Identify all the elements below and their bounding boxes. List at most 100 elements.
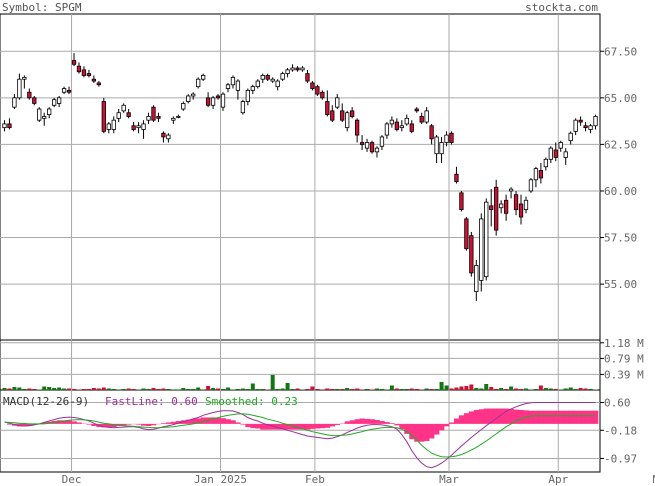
candle-body [86, 73, 92, 76]
candle-body [290, 67, 295, 71]
macd-histogram-bar [295, 423, 301, 430]
volume-bar [101, 387, 106, 390]
candle-body [583, 125, 588, 129]
macd-histogram-bar [458, 415, 465, 424]
macd-histogram-bar [235, 422, 241, 424]
candle-body [399, 125, 404, 129]
candle-body [325, 101, 330, 115]
candle [518, 194, 524, 225]
candle-body [225, 84, 231, 89]
candle-body [494, 186, 499, 231]
candle [315, 84, 320, 96]
volume-bar [499, 388, 504, 390]
macd-histogram-bar [493, 408, 499, 424]
macd-histogram-bar [444, 423, 450, 427]
candle-body [156, 116, 161, 119]
candle-body [578, 119, 583, 123]
volume-bar [81, 389, 86, 390]
volume-bar [196, 387, 201, 390]
candle [464, 217, 469, 251]
candle [61, 86, 67, 95]
volume-bars [2, 375, 598, 390]
candle-body [320, 91, 325, 99]
candle-body [101, 101, 106, 132]
candle-body [61, 88, 67, 93]
volume-bar [42, 386, 47, 390]
price-panel [0, 13, 601, 341]
volume-bar [360, 389, 365, 390]
candle [593, 114, 598, 130]
volume-bar [17, 387, 22, 390]
candle [240, 99, 246, 115]
month-label: Apr [548, 473, 568, 486]
macd-histogram-bar [468, 411, 475, 424]
candle [345, 110, 350, 132]
candle-body [479, 218, 484, 281]
candle [354, 118, 360, 143]
macd-histogram-bar [379, 421, 385, 424]
candle [409, 120, 414, 134]
candle [359, 135, 365, 150]
candle-body [116, 112, 121, 119]
macd-histogram-bar [404, 423, 410, 434]
volume-bar [295, 388, 300, 390]
volume-bar [444, 385, 449, 390]
macd-histogram-bar [200, 417, 206, 424]
candle [37, 107, 42, 123]
macd-histogram-bar [354, 419, 360, 424]
candle [494, 179, 499, 236]
volume-bar [275, 389, 280, 390]
macd-histogram-bar [86, 423, 92, 425]
candle [250, 84, 255, 95]
macd-histogram-bar [453, 418, 460, 424]
macd-histogram-bar [319, 423, 326, 429]
candle-body [563, 151, 568, 158]
macd-histogram-bar [165, 422, 172, 424]
candle [71, 53, 77, 67]
macd-histogram-bar [538, 410, 544, 424]
macd-histogram-bar [558, 410, 564, 424]
candle-body [205, 97, 211, 106]
candle-body [419, 116, 424, 123]
candle [131, 122, 136, 132]
candle-body [434, 136, 439, 155]
candle [215, 94, 221, 100]
volume-bar [151, 388, 156, 390]
macd-histogram-bar [593, 410, 599, 424]
volume-bar [538, 385, 543, 390]
candle-body [136, 125, 141, 129]
volume-bar [449, 388, 454, 390]
candle [568, 131, 573, 145]
candle [96, 81, 101, 87]
macd-histogram-bar [498, 408, 504, 424]
volume-bar [459, 386, 464, 390]
volume-bar [588, 389, 593, 390]
volume-bar [509, 386, 514, 390]
candle-body [528, 179, 534, 192]
candle-body [513, 194, 519, 211]
volume-bar [62, 388, 67, 390]
candle [499, 200, 504, 214]
macd-histogram-bar [285, 423, 291, 430]
volume-bar [22, 389, 27, 390]
macd-histogram-bar [503, 408, 509, 424]
candle [429, 123, 434, 145]
candle-body [518, 203, 524, 218]
candle [330, 105, 335, 123]
price-tick-label: 65.00 [604, 92, 637, 105]
candle-body [186, 95, 191, 102]
macd-histogram-bar [190, 418, 196, 424]
candle [245, 88, 250, 106]
volume-bar [315, 389, 320, 390]
candle-body [255, 80, 260, 88]
macd-histogram-bar [463, 413, 470, 424]
candle-body [359, 142, 365, 145]
volume-bar [384, 389, 389, 390]
volume-bar [211, 388, 216, 390]
candle [111, 116, 116, 134]
macd-histogram-bar [151, 423, 157, 426]
candle [444, 131, 449, 147]
macd-histogram-bar [106, 423, 112, 428]
volume-bar [76, 389, 81, 390]
candle-body [81, 69, 87, 76]
